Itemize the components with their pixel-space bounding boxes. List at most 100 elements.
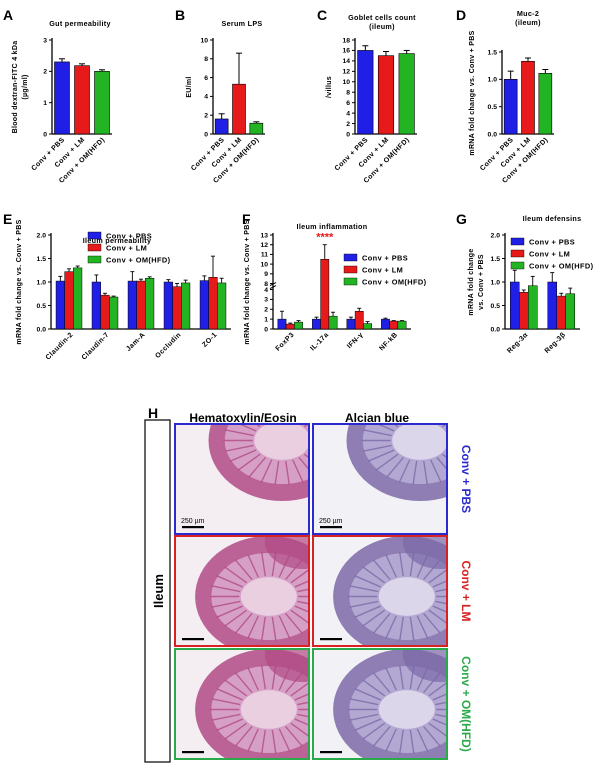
villus [385,728,397,752]
y-tick-label: 14 [342,58,350,65]
micrograph-image [313,649,447,759]
villus [372,559,391,581]
bar-G-1-1 [556,295,566,330]
villus [292,459,304,483]
bar-E-0-2 [73,267,83,330]
villus [229,449,257,462]
y-tick-label: 0 [264,326,268,333]
villus [224,722,248,740]
bar-C-2 [398,53,415,135]
micrograph-image [175,424,309,534]
bar-B-0 [214,118,229,135]
y-tick-label: 6 [346,100,350,107]
villus [224,609,248,627]
chart-title: Ileum permeability [83,236,152,245]
y-tick-label: 1 [43,100,47,107]
bar-F-3-0 [381,318,390,330]
x-tick-label: ZO-1 [201,331,218,348]
chart-title: Gut permeability [49,19,111,28]
y-tick-label: 3 [43,37,47,44]
bar-C-1 [377,55,395,135]
bar-E-3-0 [163,281,173,330]
y-tick-label: 10 [342,79,350,86]
micrograph-border [174,648,310,760]
villus [362,429,392,437]
villus [299,424,300,425]
bar-A-0 [54,61,70,135]
y-tick-label: 2 [346,121,350,128]
bar-F-2-2 [363,323,372,330]
villus [399,616,404,642]
micrograph-image [175,536,309,646]
x-tick-label: FoxP3 [275,331,296,352]
micrograph-image [175,649,309,759]
y-tick-label: 1.0 [37,279,47,286]
y-tick-label: 12 [342,69,350,76]
villus [303,453,309,459]
y-tick-label: 0 [43,131,47,138]
y-tick-label: 2.0 [491,232,501,239]
legend-swatch [510,249,525,258]
panel-G: G Ileum defensins 0.0 0.5 1.0 1.5 2.0 mRNA fold… [456,211,593,355]
y-tick-label: 0 [204,131,208,138]
y-tick-label: 4 [346,110,350,117]
villus [428,722,447,738]
panel-letter: G [456,211,467,227]
x-tick-label: Occludin [154,331,182,359]
micrograph-border [312,648,448,760]
villus [428,609,447,625]
villus [416,728,429,752]
villus [362,722,386,740]
villus [211,713,241,721]
villus [399,551,404,577]
villus [349,698,379,706]
y-tick-label: 2 [264,307,268,314]
villus [271,729,277,755]
villus [423,725,441,747]
bar-A-1 [74,65,90,135]
micrograph-alcian-2 [312,648,448,760]
bar-D-1 [521,60,535,135]
scale-bar [320,751,342,754]
villus [224,566,248,584]
bar-F-1-2 [328,315,338,330]
scale-bar [182,638,204,641]
villus [362,566,386,584]
axis-break-mark [269,285,277,289]
y-axis-label: EU/ml [186,76,193,97]
villus [441,453,447,459]
villus [294,718,309,726]
villus [354,718,381,731]
y-tick-label: 0.5 [37,303,47,310]
bar-F-3-1 [389,320,399,330]
villus [297,713,309,718]
bar-E-4-1 [208,277,218,330]
y-axis-label-line2: (µg/ml) [22,74,29,99]
x-tick-label: Conv + PBS [30,136,66,172]
y-tick-label: 16 [342,48,350,55]
villus [216,718,243,731]
mucosa-fold [264,536,309,569]
villus [285,725,303,747]
villus [362,609,386,627]
villus [260,459,273,483]
bar-E-0-1 [64,271,74,330]
villus [385,667,397,691]
y-tick-label: 12 [260,242,268,249]
x-tick-label: Reg-3β [544,331,568,355]
y-tick-label: 10 [260,261,268,268]
villus [354,605,381,618]
villus [248,456,266,478]
micrograph-border [312,423,448,535]
bar-G-0-1 [519,292,529,330]
lumen [254,424,309,460]
villus [294,605,309,613]
x-tick-label: Claudin-2 [45,331,75,361]
tissue-section [175,424,309,534]
villus [399,664,404,690]
mucosa-fold [264,649,309,682]
villus [278,615,291,639]
tissue-section [175,649,309,759]
y-tick-label: 1 [264,316,268,323]
